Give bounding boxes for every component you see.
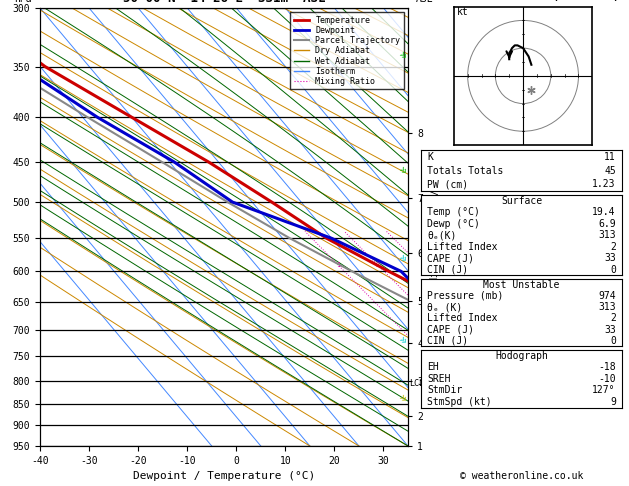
Text: 313: 313 <box>598 302 616 312</box>
Text: CIN (J): CIN (J) <box>427 264 469 275</box>
Text: θₑ (K): θₑ (K) <box>427 302 462 312</box>
Text: km
ASL: km ASL <box>415 0 433 3</box>
Text: 2: 2 <box>610 242 616 252</box>
Text: Pressure (mb): Pressure (mb) <box>427 291 504 301</box>
Text: Dewp (°C): Dewp (°C) <box>427 219 480 229</box>
Legend: Temperature, Dewpoint, Parcel Trajectory, Dry Adiabat, Wet Adiabat, Isotherm, Mi: Temperature, Dewpoint, Parcel Trajectory… <box>291 12 404 89</box>
Text: 45: 45 <box>604 166 616 175</box>
Text: 33: 33 <box>604 325 616 334</box>
Text: CIN (J): CIN (J) <box>427 336 469 346</box>
Text: -18: -18 <box>598 363 616 372</box>
Text: StmDir: StmDir <box>427 385 462 395</box>
Text: kt: kt <box>457 7 469 17</box>
Text: Temp (°C): Temp (°C) <box>427 208 480 217</box>
Text: 2: 2 <box>376 262 380 268</box>
Text: CAPE (J): CAPE (J) <box>427 253 474 263</box>
Text: LCL: LCL <box>409 379 424 387</box>
Text: Totals Totals: Totals Totals <box>427 166 504 175</box>
Text: 2: 2 <box>610 313 616 323</box>
Text: 974: 974 <box>598 291 616 301</box>
Text: CAPE (J): CAPE (J) <box>427 325 474 334</box>
Text: hPa: hPa <box>14 0 32 3</box>
Text: © weatheronline.co.uk: © weatheronline.co.uk <box>460 471 583 481</box>
Text: 1.23: 1.23 <box>593 179 616 190</box>
Text: Most Unstable: Most Unstable <box>483 280 560 290</box>
Text: θₑ(K): θₑ(K) <box>427 230 457 240</box>
Text: »: » <box>395 251 409 266</box>
Text: Hodograph: Hodograph <box>495 351 548 361</box>
Text: 9: 9 <box>610 397 616 407</box>
Title: 50°00'N  14°26'E  331m  ASL: 50°00'N 14°26'E 331m ASL <box>123 0 325 5</box>
Text: »: » <box>395 163 409 178</box>
Text: Lifted Index: Lifted Index <box>427 313 498 323</box>
Y-axis label: Mixing Ratio (g/kg): Mixing Ratio (g/kg) <box>430 171 440 283</box>
Text: 6.9: 6.9 <box>598 219 616 229</box>
Text: »: » <box>395 333 409 348</box>
Text: 1: 1 <box>336 262 340 268</box>
Text: Lifted Index: Lifted Index <box>427 242 498 252</box>
Text: -10: -10 <box>598 374 616 384</box>
Text: EH: EH <box>427 363 439 372</box>
X-axis label: Dewpoint / Temperature (°C): Dewpoint / Temperature (°C) <box>133 471 315 481</box>
Text: 19.4: 19.4 <box>593 208 616 217</box>
Text: PW (cm): PW (cm) <box>427 179 469 190</box>
Text: »: » <box>395 48 409 63</box>
Text: 127°: 127° <box>593 385 616 395</box>
Text: 11: 11 <box>604 152 616 162</box>
Text: 33: 33 <box>604 253 616 263</box>
Text: 0: 0 <box>610 336 616 346</box>
Text: 313: 313 <box>598 230 616 240</box>
Text: Surface: Surface <box>501 196 542 206</box>
Text: »: » <box>395 392 409 406</box>
Text: StmSpd (kt): StmSpd (kt) <box>427 397 492 407</box>
Text: SREH: SREH <box>427 374 450 384</box>
Text: K: K <box>427 152 433 162</box>
Text: 0: 0 <box>610 264 616 275</box>
